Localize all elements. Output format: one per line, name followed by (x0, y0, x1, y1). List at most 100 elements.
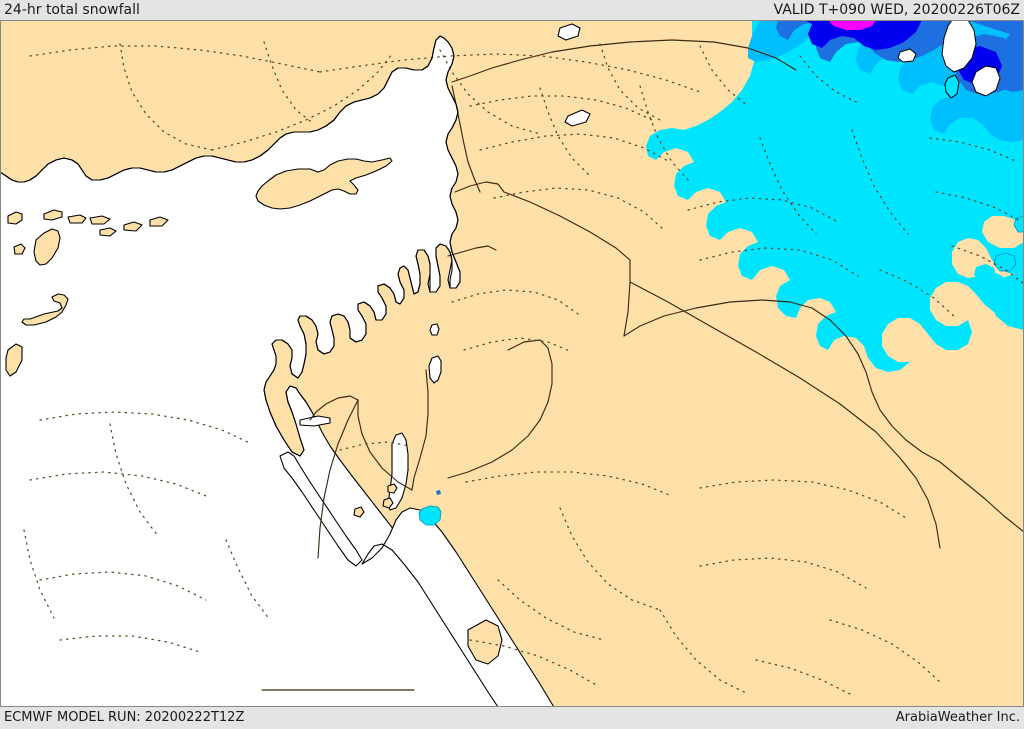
province-ir-2 (935, 191, 1023, 223)
border-jordan-saudi (447, 339, 553, 479)
province-eg-5 (59, 635, 201, 653)
country-border-group (261, 39, 1024, 691)
province-iq-4 (851, 129, 909, 235)
sea-of-galilee (429, 323, 440, 336)
province-sy-2 (479, 133, 671, 163)
attribution-label: ArabiaWeather Inc. (895, 710, 1020, 725)
aegean-island-5 (89, 215, 111, 225)
map-svg (0, 20, 1024, 707)
aegean-island-4 (67, 214, 87, 224)
province-ir-1 (929, 137, 1019, 163)
snow-cell-north-saudi (418, 505, 442, 526)
border-jordan-israel (411, 369, 429, 491)
border-syria-jordan (503, 191, 631, 337)
province-eg-4 (39, 571, 207, 601)
border-iraq-saudi (629, 281, 901, 459)
caspian-inlet-overlay (971, 65, 1001, 97)
coast-levant (263, 35, 461, 457)
province-sa-6 (829, 619, 941, 683)
province-eg-3 (109, 423, 159, 537)
border-syria-lebanon-n (454, 181, 505, 193)
border-saudi-gulf (939, 461, 1024, 533)
dead-sea (428, 355, 442, 384)
cyprus-landmass (255, 157, 393, 210)
snow-contour-light-band (748, 20, 820, 62)
rhodes-landmass (33, 228, 61, 266)
province-iq-2 (699, 247, 859, 277)
red-sea-island-1 (387, 483, 398, 494)
snow-cell-zagros-1 (993, 252, 1017, 272)
bardawil-lagoon (299, 415, 331, 427)
province-sy-4 (539, 87, 591, 177)
karpathos-island (5, 343, 23, 377)
province-sa-7 (497, 579, 605, 641)
snow-cell-zagros-2 (1013, 215, 1024, 233)
aegean-island-2 (13, 243, 26, 255)
aegean-island-1 (7, 211, 23, 225)
province-tr-8 (699, 45, 749, 107)
lake-urmia-overlay (944, 74, 960, 99)
province-jo-2 (463, 337, 573, 353)
province-sinai (339, 441, 411, 451)
coast-anatolia-south (0, 35, 441, 183)
aegean-island-7 (149, 216, 169, 227)
gulf-of-suez (279, 451, 363, 567)
coastline-restroke-group (0, 35, 461, 457)
province-eg-2 (29, 471, 207, 497)
border-egypt-north (309, 395, 359, 421)
border-egypt-nile (317, 399, 359, 559)
province-border-group (23, 41, 1024, 695)
red-sea (361, 507, 555, 707)
province-tr-1 (29, 45, 321, 73)
lake-tuz (557, 23, 581, 41)
province-eg-6 (225, 539, 271, 621)
province-tr-3 (119, 43, 213, 151)
province-sa-2 (699, 479, 907, 519)
snow-contour-extreme (828, 20, 876, 30)
map-canvas[interactable] (0, 20, 1024, 707)
province-eg-1 (39, 411, 253, 445)
aegean-island-8 (99, 227, 117, 237)
snow-contour-trace-ne (646, 20, 1024, 372)
snow-cell-tiny-1 (436, 490, 441, 495)
lake-van-overlay (897, 48, 917, 63)
red-sea-island-3 (353, 506, 365, 518)
province-sa-4 (699, 557, 867, 589)
caspian-sea-overlay (941, 20, 977, 73)
province-jo-1 (451, 289, 579, 315)
red-sea-island-2 (382, 497, 394, 509)
province-sa-1 (465, 471, 673, 497)
province-ir-3 (951, 245, 1024, 285)
snow-contour-trace-zagros (990, 245, 1024, 330)
aegean-island-6 (123, 221, 143, 232)
red-sea-east-peninsula (467, 619, 503, 665)
footer-bar: ECMWF MODEL RUN: 20200222T12Z ArabiaWeat… (0, 707, 1024, 729)
border-israel-egypt (357, 399, 413, 491)
header-bar: 24-hr total snowfall VALID T+090 WED, 20… (0, 0, 1024, 20)
province-iq-5 (879, 269, 957, 319)
model-run-label: ECMWF MODEL RUN: 20200222T12Z (4, 710, 245, 725)
border-iraq-iran (811, 307, 941, 463)
province-eg-7 (23, 529, 55, 619)
province-iq-1 (687, 197, 839, 223)
province-tr-2 (319, 53, 701, 93)
border-gulf-inner (899, 457, 941, 549)
page-title: 24-hr total snowfall (4, 2, 140, 18)
province-iq-3 (759, 137, 817, 235)
aegean-island-3 (43, 209, 63, 221)
border-turkey-syria (451, 39, 797, 83)
province-sa-5 (659, 609, 749, 695)
border-syria-lebanon-s (447, 245, 497, 257)
border-syria-iraq (623, 299, 813, 337)
snow-contour-trace-pocket-2 (935, 200, 962, 222)
province-sy-1 (469, 95, 653, 121)
snow-contour-heavy-ne (790, 20, 922, 50)
province-sy-5 (639, 85, 691, 183)
crete-landmass (21, 293, 69, 326)
snow-contour-trace-pocket-1 (974, 264, 996, 282)
lake-assad (564, 109, 591, 127)
coastline-overlay-group (897, 20, 1001, 99)
province-tr-9 (799, 55, 861, 105)
valid-time-label: VALID T+090 WED, 20200226T06Z (773, 2, 1020, 18)
